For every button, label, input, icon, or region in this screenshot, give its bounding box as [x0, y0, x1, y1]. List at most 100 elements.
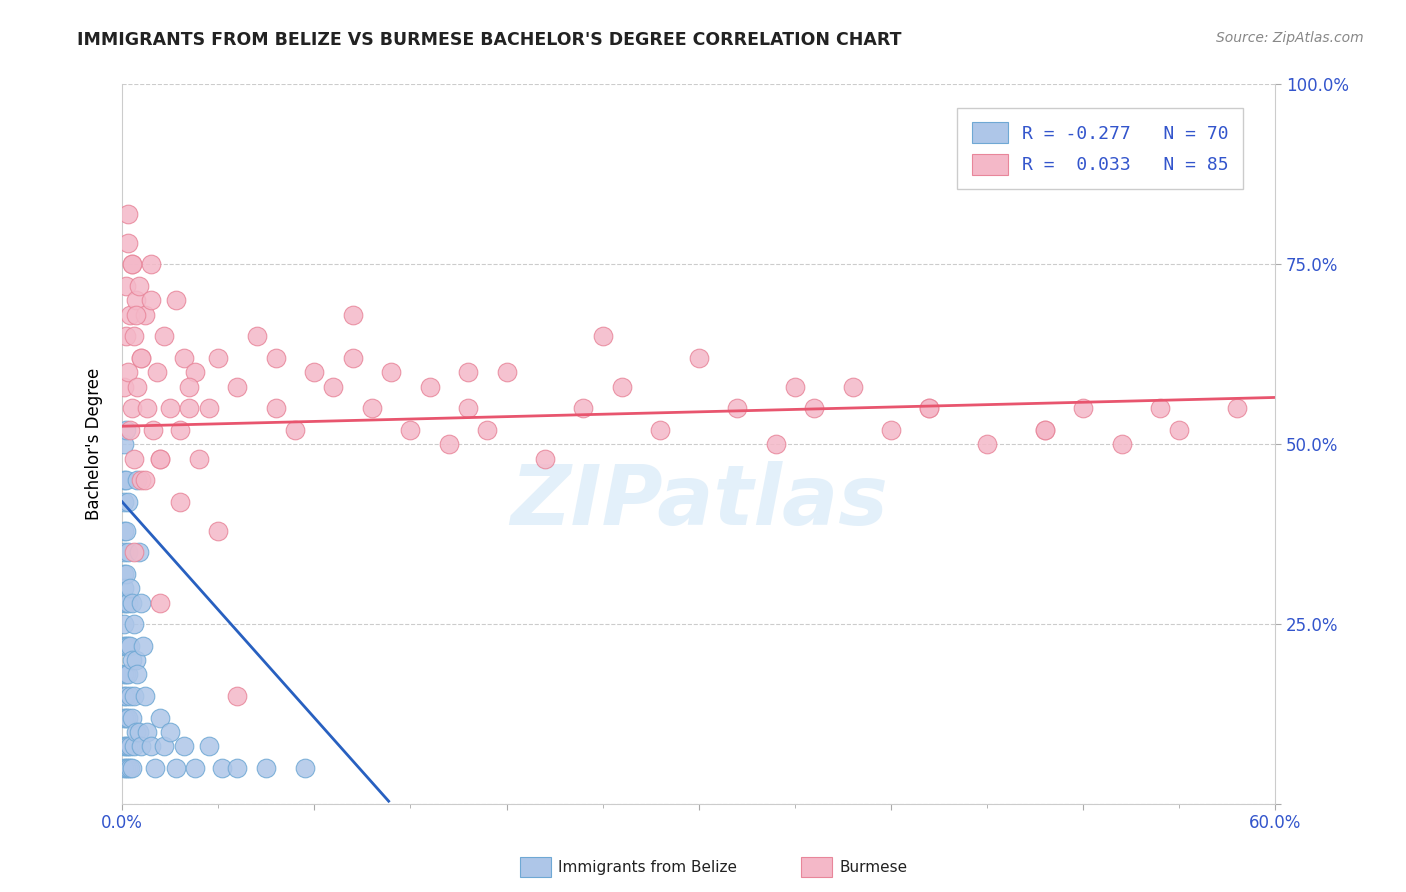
Point	[592, 329, 614, 343]
Point	[1071, 401, 1094, 416]
Point	[1033, 423, 1056, 437]
Point	[127, 667, 149, 681]
Point	[179, 379, 201, 393]
Point	[117, 667, 139, 681]
Point	[342, 351, 364, 365]
Point	[117, 545, 139, 559]
Point	[572, 401, 595, 416]
Point	[1033, 423, 1056, 437]
Point	[115, 279, 138, 293]
Point	[139, 257, 162, 271]
Text: Burmese: Burmese	[839, 860, 907, 874]
Point	[149, 595, 172, 609]
Point	[121, 595, 143, 609]
Point	[112, 667, 135, 681]
Point	[211, 761, 233, 775]
Point	[197, 401, 219, 416]
Point	[129, 351, 152, 365]
Point	[688, 351, 710, 365]
Point	[342, 308, 364, 322]
Point	[437, 437, 460, 451]
Point	[117, 495, 139, 509]
Legend: R = -0.277   N = 70, R =  0.033   N = 85: R = -0.277 N = 70, R = 0.033 N = 85	[957, 108, 1243, 189]
Point	[399, 423, 422, 437]
Point	[136, 725, 159, 739]
Point	[169, 423, 191, 437]
Point	[115, 423, 138, 437]
Point	[121, 761, 143, 775]
Point	[122, 617, 145, 632]
Point	[124, 308, 146, 322]
Point	[841, 379, 863, 393]
Point	[184, 761, 207, 775]
Point	[112, 524, 135, 538]
Point	[976, 437, 998, 451]
Point	[112, 617, 135, 632]
Point	[117, 739, 139, 754]
Point	[115, 667, 138, 681]
Point	[149, 711, 172, 725]
Point	[112, 545, 135, 559]
Point	[112, 689, 135, 703]
Point	[121, 257, 143, 271]
Point	[322, 379, 344, 393]
Point	[121, 401, 143, 416]
Point	[457, 365, 479, 379]
Point	[610, 379, 633, 393]
Point	[136, 401, 159, 416]
Point	[122, 329, 145, 343]
Point	[115, 524, 138, 538]
Point	[650, 423, 672, 437]
Point	[122, 451, 145, 466]
Point	[534, 451, 557, 466]
Point	[118, 739, 141, 754]
Point	[304, 365, 326, 379]
Point	[165, 761, 187, 775]
Point	[226, 379, 249, 393]
Point	[117, 711, 139, 725]
Point	[145, 365, 167, 379]
Point	[115, 739, 138, 754]
Point	[918, 401, 941, 416]
Point	[118, 689, 141, 703]
Point	[1111, 437, 1133, 451]
Point	[112, 566, 135, 581]
Point	[128, 725, 150, 739]
Point	[134, 689, 156, 703]
Point	[165, 293, 187, 308]
Point	[117, 761, 139, 775]
Point	[153, 329, 176, 343]
Point	[918, 401, 941, 416]
Point	[880, 423, 903, 437]
Point	[115, 711, 138, 725]
Point	[112, 495, 135, 509]
Point	[765, 437, 787, 451]
Point	[118, 639, 141, 653]
Point	[134, 308, 156, 322]
Point	[129, 473, 152, 487]
Point	[184, 365, 207, 379]
Point	[153, 739, 176, 754]
Point	[139, 293, 162, 308]
Point	[118, 308, 141, 322]
Point	[284, 423, 307, 437]
Point	[294, 761, 316, 775]
Point	[139, 739, 162, 754]
Point	[226, 689, 249, 703]
Point	[115, 595, 138, 609]
Point	[179, 401, 201, 416]
Point	[124, 725, 146, 739]
Point	[112, 761, 135, 775]
Point	[169, 495, 191, 509]
Point	[122, 739, 145, 754]
Point	[124, 293, 146, 308]
Point	[254, 761, 277, 775]
Point	[1149, 401, 1171, 416]
Point	[112, 739, 135, 754]
Point	[380, 365, 402, 379]
Point	[117, 207, 139, 221]
Point	[115, 689, 138, 703]
Point	[118, 761, 141, 775]
Point	[122, 689, 145, 703]
Point	[361, 401, 384, 416]
